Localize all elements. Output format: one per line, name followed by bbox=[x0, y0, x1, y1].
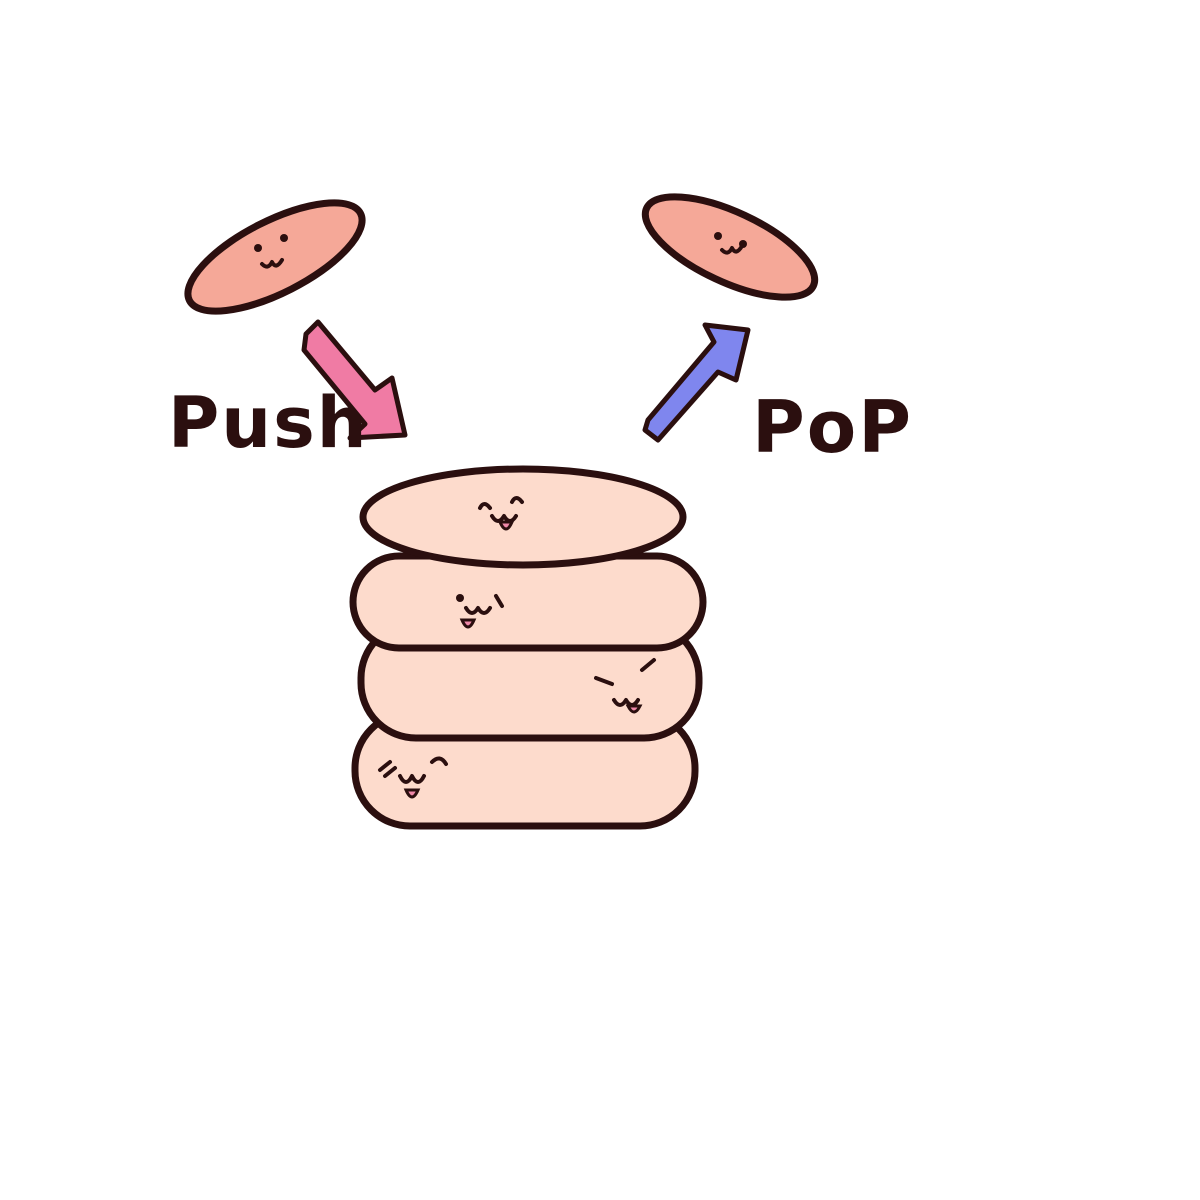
stack-item-2-face bbox=[456, 594, 504, 629]
pushed-pancake bbox=[184, 199, 366, 315]
stack-item-1-face bbox=[478, 496, 524, 531]
stack-item-1 bbox=[359, 465, 687, 569]
stack-item-2 bbox=[349, 552, 707, 652]
pushed-pancake-face bbox=[254, 234, 288, 269]
stack-item-4-face bbox=[378, 756, 448, 799]
popped-pancake bbox=[641, 193, 819, 301]
pop-label: PoP bbox=[752, 385, 913, 469]
stack bbox=[349, 465, 707, 830]
popped-pancake-body bbox=[641, 193, 819, 301]
arrow-down-right-icon bbox=[301, 319, 408, 441]
pushed-pancake-body bbox=[184, 199, 366, 315]
push-label: Push bbox=[168, 382, 369, 464]
popped-pancake-face bbox=[714, 232, 747, 255]
stack-item-3-face bbox=[594, 658, 656, 714]
arrow-up-right-icon bbox=[642, 322, 751, 443]
